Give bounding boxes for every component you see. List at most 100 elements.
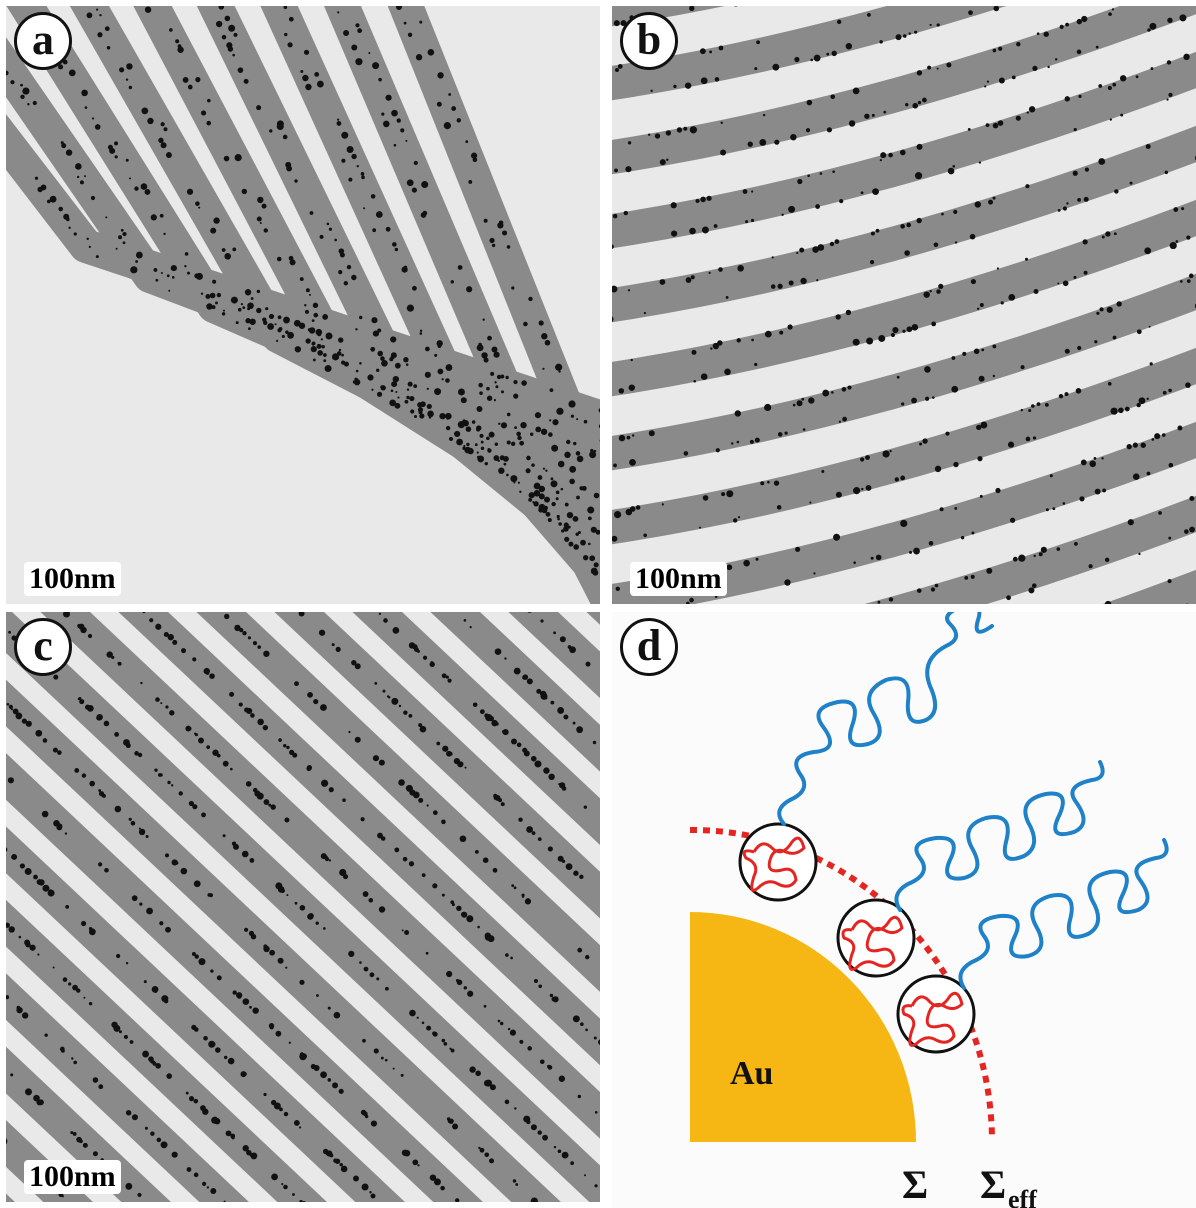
nanoparticle-dot	[356, 164, 359, 168]
nanoparticle-dot	[351, 153, 357, 160]
nanoparticle-dot	[1045, 508, 1049, 512]
nanoparticle-dot	[557, 707, 565, 714]
nanoparticle-dot	[360, 817, 365, 822]
nanoparticle-dot	[650, 89, 653, 93]
nanoparticle-dot	[1189, 495, 1195, 501]
nanoparticle-dot	[105, 216, 108, 219]
nanoparticle-dot	[517, 435, 522, 441]
nanoparticle-dot	[1129, 181, 1133, 185]
nanoparticle-dot	[273, 1102, 281, 1110]
nanoparticle-dot	[12, 708, 19, 715]
nanoparticle-dot	[954, 241, 958, 244]
nanoparticle-dot	[1110, 407, 1118, 415]
nanoparticle-dot	[70, 1131, 74, 1135]
nanoparticle-dot	[556, 514, 560, 519]
nanoparticle-dot	[377, 350, 384, 357]
nanoparticle-dot	[341, 158, 346, 163]
nanoparticle-dot	[137, 1192, 142, 1198]
nanoparticle-dot	[203, 667, 210, 675]
nanoparticle-dot	[598, 408, 600, 413]
nanoparticle-dot	[1033, 288, 1039, 294]
nanoparticle-dot	[198, 958, 206, 966]
nanoparticle-dot	[583, 805, 588, 809]
nanoparticle-dot	[1056, 547, 1061, 551]
nanoparticle-dot	[196, 881, 200, 885]
nanoparticle-dot	[133, 895, 137, 899]
nanoparticle-dot	[1168, 462, 1174, 468]
nanoparticle-dot	[237, 67, 244, 73]
nanoparticle-dot	[209, 673, 215, 679]
nanoparticle-dot	[487, 448, 492, 453]
nanoparticle-dot	[259, 222, 262, 225]
nanoparticle-dot	[777, 432, 783, 437]
nanoparticle-dot	[1111, 8, 1115, 11]
nanoparticle-dot	[901, 402, 905, 406]
nanoparticle-dot	[617, 63, 623, 69]
nanoparticle-dot	[720, 121, 723, 124]
nanoparticle-dot	[563, 526, 569, 532]
nanoparticle-dot	[561, 1151, 569, 1159]
nanoparticle-dot	[817, 244, 825, 251]
nanoparticle-dot	[700, 373, 708, 380]
nanoparticle-dot	[243, 78, 249, 84]
nanoparticle-dot	[555, 363, 563, 371]
nanoparticle-dot	[194, 954, 199, 959]
nanoparticle-dot	[480, 446, 485, 451]
nanoparticle-dot	[138, 828, 146, 836]
nanoparticle-dot	[1106, 306, 1113, 313]
nanoparticle-dot	[521, 893, 525, 897]
nanoparticle-dot	[1140, 442, 1146, 448]
nanoparticle-dot	[489, 1084, 496, 1091]
nanoparticle-dot	[339, 868, 347, 877]
nanoparticle-dot	[931, 321, 937, 327]
nanoparticle-dot	[78, 696, 82, 700]
nanoparticle-dot	[159, 773, 163, 777]
nanoparticle-dot	[709, 50, 713, 54]
nanoparticle-dot	[806, 99, 813, 106]
nanoparticle-dot	[477, 925, 480, 929]
nanoparticle-dot	[872, 188, 879, 196]
nanoparticle-dot	[215, 1047, 221, 1053]
nanoparticle-dot	[380, 356, 385, 361]
nanoparticle-dot	[482, 318, 485, 321]
nanoparticle-dot	[612, 244, 614, 250]
nanoparticle-dot	[865, 485, 872, 491]
nanoparticle-dot	[826, 52, 830, 56]
nanoparticle-dot	[1114, 189, 1119, 194]
nanoparticle-dot	[455, 1198, 460, 1202]
nanoparticle-dot	[298, 612, 305, 617]
nanoparticle-dot	[764, 330, 772, 338]
nanoparticle-dot	[909, 550, 913, 554]
nanoparticle-dot	[1164, 170, 1169, 175]
nanoparticle-dot	[1062, 206, 1068, 211]
nanoparticle-dot	[1031, 583, 1037, 589]
nanoparticle-dot	[432, 810, 438, 816]
nanoparticle-dot	[284, 817, 290, 823]
nanoparticle-dot	[576, 418, 579, 421]
nanoparticle-dot	[573, 870, 579, 876]
nanoparticle-dot	[98, 789, 102, 792]
nanoparticle-dot	[564, 536, 570, 542]
nanoparticle-dot	[977, 456, 983, 462]
nanoparticle-dot	[362, 1111, 368, 1117]
nanoparticle-dot	[1168, 388, 1172, 393]
nanoparticle-dot	[931, 396, 935, 399]
nanoparticle-dot	[287, 42, 293, 48]
nanoparticle-dot	[598, 424, 600, 429]
nanoparticle-dot	[343, 1166, 346, 1170]
nanoparticle-dot	[494, 442, 499, 446]
nanoparticle-dot	[1186, 279, 1191, 283]
nanoparticle-dot	[186, 1167, 192, 1172]
nanoparticle-dot	[440, 1185, 445, 1191]
nanoparticle-dot	[167, 633, 174, 641]
nanoparticle-dot	[699, 526, 702, 529]
nanoparticle-dot	[369, 1191, 372, 1194]
nanoparticle-dot	[594, 1111, 598, 1114]
nanoparticle-dot	[700, 196, 706, 203]
nanoparticle-dot	[155, 697, 160, 702]
nanoparticle-dot	[979, 494, 983, 498]
nanoparticle-dot	[385, 986, 389, 991]
nanoparticle-dot	[896, 375, 900, 379]
nanoparticle-dot	[8, 630, 11, 634]
nanoparticle-dot	[557, 460, 565, 468]
